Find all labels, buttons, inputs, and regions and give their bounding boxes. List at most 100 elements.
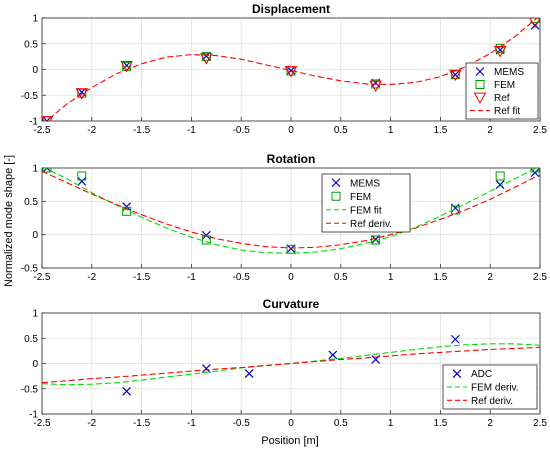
data-point xyxy=(42,116,54,121)
data-point xyxy=(244,369,254,379)
plot-area-frame xyxy=(41,167,541,269)
y-tick-label: -0.5 xyxy=(21,264,39,275)
y-tick-label: 0.5 xyxy=(24,39,38,50)
x-tick-label: 0 xyxy=(288,272,294,283)
series-line xyxy=(45,18,538,121)
data-point xyxy=(199,53,213,65)
x-tick-label: 1.5 xyxy=(433,272,447,283)
data-point xyxy=(495,171,505,181)
figure-y-axis-label: Normalized mode shape [-] xyxy=(3,155,15,287)
x-tick-label: -0.5 xyxy=(233,418,251,429)
legend-swatch xyxy=(475,80,485,89)
x-tick-label: 1 xyxy=(388,272,394,283)
y-tick-label: -1 xyxy=(29,410,38,421)
grid: -2.5 -2 -1.5 -1 -0.5 0 0.5 1 1.5 2 2.5 -0.5 0 0.5 1 xyxy=(21,164,548,284)
y-tick-label: 1 xyxy=(32,14,38,25)
y-tick-label: 0 xyxy=(32,359,38,370)
chart-panel-2: Rotation -2.5 -2 -1.5 -1 -0.5 0 0.5 1 1.5 2 2.5 -0.5… xyxy=(21,152,548,283)
x-tick-label: -1.5 xyxy=(133,125,151,136)
legend-label: Ref xyxy=(494,93,510,104)
data-point xyxy=(450,334,460,344)
legend-swatch xyxy=(452,369,462,379)
legend-label: FEM xyxy=(350,192,371,203)
x-tick-label: 0 xyxy=(288,125,294,136)
legend-swatch xyxy=(331,178,341,188)
x-tick-label: -2.5 xyxy=(33,125,51,136)
data-point xyxy=(42,168,52,173)
legend-box xyxy=(465,62,539,120)
data-point xyxy=(75,88,89,100)
figure-x-axis-label: Position [m] xyxy=(261,435,318,447)
data-point xyxy=(529,18,540,29)
legend-swatch xyxy=(331,191,341,201)
x-tick-label: -2.5 xyxy=(33,418,51,429)
chart-title: Displacement xyxy=(252,2,330,16)
y-tick-label: -0.5 xyxy=(21,384,39,395)
data-point xyxy=(371,234,381,244)
x-tick-label: 2 xyxy=(487,125,493,136)
x-tick-label: -1 xyxy=(187,272,196,283)
y-tick-label: 1 xyxy=(32,309,38,320)
legend-label: FEM fit xyxy=(350,205,382,216)
y-tick-label: 0.5 xyxy=(24,197,38,208)
series-line xyxy=(43,168,538,254)
series-line xyxy=(42,170,540,249)
x-tick-label: -2 xyxy=(87,125,96,136)
x-tick-label: 1.5 xyxy=(433,125,447,136)
x-tick-label: -0.5 xyxy=(233,272,251,283)
plot-area-frame xyxy=(41,312,541,415)
legend-label: ADC xyxy=(471,369,492,380)
series-group xyxy=(42,18,540,121)
x-tick-label: 0 xyxy=(288,418,294,429)
x-tick-label: 2 xyxy=(487,418,493,429)
legend-label: Ref deriv. xyxy=(471,396,513,407)
chart-title: Curvature xyxy=(263,297,320,311)
y-tick-label: -1 xyxy=(29,117,38,128)
y-tick-label: 0.5 xyxy=(24,334,38,345)
data-point xyxy=(122,386,132,396)
x-tick-label: -2.5 xyxy=(33,272,51,283)
data-point xyxy=(530,168,540,173)
y-tick-label: 1 xyxy=(32,164,38,175)
x-tick-label: -1 xyxy=(187,125,196,136)
x-tick-label: -2 xyxy=(87,418,96,429)
data-point xyxy=(530,18,540,24)
legend-label: FEM deriv. xyxy=(471,383,519,394)
data-point xyxy=(450,205,460,215)
data-point xyxy=(201,230,211,240)
x-tick-label: -1.5 xyxy=(133,272,151,283)
data-point xyxy=(120,60,134,73)
x-tick-label: 0.5 xyxy=(334,125,348,136)
data-point xyxy=(77,176,87,186)
series-group xyxy=(42,168,540,254)
data-point xyxy=(77,171,87,181)
x-tick-label: 0.5 xyxy=(334,272,348,283)
x-tick-label: -1.5 xyxy=(133,418,151,429)
data-point xyxy=(201,364,211,373)
data-point xyxy=(286,244,296,254)
x-tick-label: -0.5 xyxy=(233,125,251,136)
data-point xyxy=(328,350,338,360)
chart-panel-3: Curvature -2.5 -2 -1.5 -1 -0.5 0 0.5 1 1.5 2 2.5 -1 -… xyxy=(21,297,548,429)
series-line xyxy=(42,343,540,386)
x-tick-label: 1.5 xyxy=(433,418,447,429)
legend-label: FEM xyxy=(494,80,515,91)
y-tick-label: -0.5 xyxy=(21,91,39,102)
x-tick-label: -2 xyxy=(87,272,96,283)
legend-label: MEMS xyxy=(350,178,380,189)
chart-title: Rotation xyxy=(267,152,316,166)
x-tick-label: 2 xyxy=(487,272,493,283)
legend-label: Ref fit xyxy=(494,106,520,117)
x-tick-label: 2.5 xyxy=(533,272,547,283)
legend: ADC FEM deriv. Ref deriv. xyxy=(442,364,538,410)
legend-label: Ref deriv. xyxy=(350,219,392,230)
series-group xyxy=(42,334,540,396)
legend-swatch xyxy=(475,67,485,76)
data-point xyxy=(495,180,505,190)
x-tick-label: -1 xyxy=(187,418,196,429)
legend-label: MEMS xyxy=(494,67,524,78)
data-point xyxy=(42,168,52,173)
data-point xyxy=(369,80,383,92)
chart-panel-1: Displacement -2.5 -2 -1.5 -1 -0.5 0 0.5 1 1.5 2 2.5… xyxy=(21,2,548,136)
